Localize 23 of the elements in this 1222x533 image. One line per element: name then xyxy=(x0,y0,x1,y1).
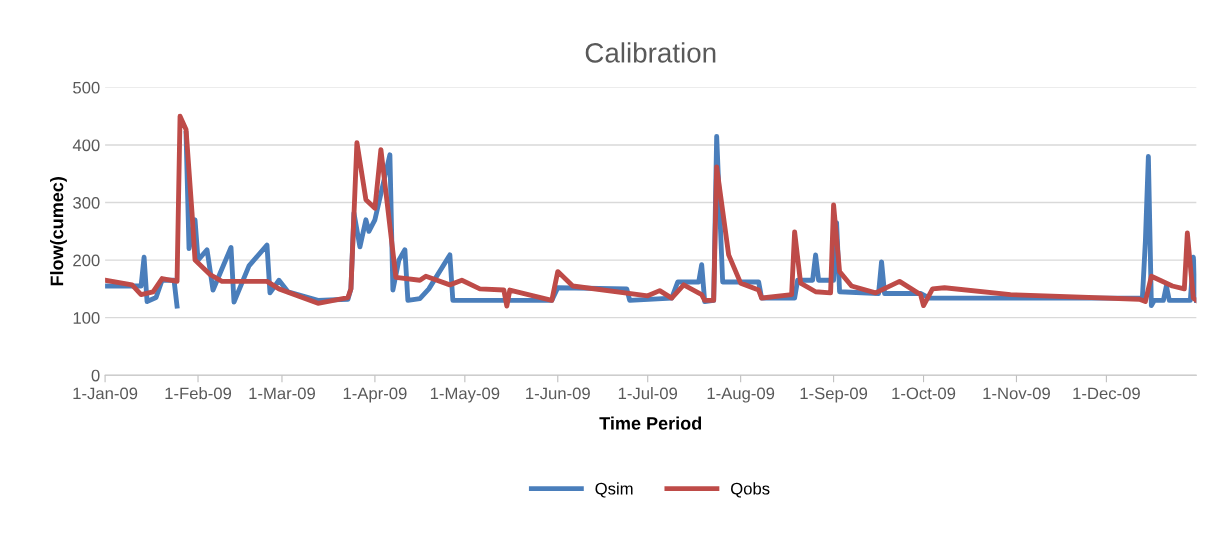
chart-title: Calibration xyxy=(585,42,716,63)
y-tick-label: 0 xyxy=(91,369,100,382)
legend-label: Qobs xyxy=(731,482,770,498)
x-axis-title: Time Period xyxy=(599,416,702,430)
x-tick-label: 1-Aug-09 xyxy=(707,387,775,403)
y-tick-label: 100 xyxy=(73,312,100,324)
y-tick-label: 500 xyxy=(73,81,100,94)
legend-label: Qsim xyxy=(595,482,633,498)
x-tick-label: 1-Sep-09 xyxy=(800,387,868,403)
x-tick-label: 1-Jan-09 xyxy=(73,387,138,400)
x-tick-label: 1-Nov-09 xyxy=(983,387,1050,400)
y-tick-label: 400 xyxy=(72,139,100,152)
x-tick-label: 1-Jun-09 xyxy=(526,387,590,400)
y-tick-label: 300 xyxy=(73,196,100,209)
x-tick-label: 1-Apr-09 xyxy=(343,387,407,403)
x-tick-label: 1-Feb-09 xyxy=(165,387,232,400)
x-tick-label: 1-Jul-09 xyxy=(618,387,678,400)
y-tick-label: 200 xyxy=(73,254,100,267)
x-tick-label: 1-Mar-09 xyxy=(249,387,315,400)
y-axis-title: Flow(cumec) xyxy=(50,177,67,286)
x-tick-label: 1-Dec-09 xyxy=(1073,387,1140,400)
x-tick-label: 1-Oct-09 xyxy=(892,387,956,400)
x-tick-label: 1-May-09 xyxy=(430,387,500,403)
